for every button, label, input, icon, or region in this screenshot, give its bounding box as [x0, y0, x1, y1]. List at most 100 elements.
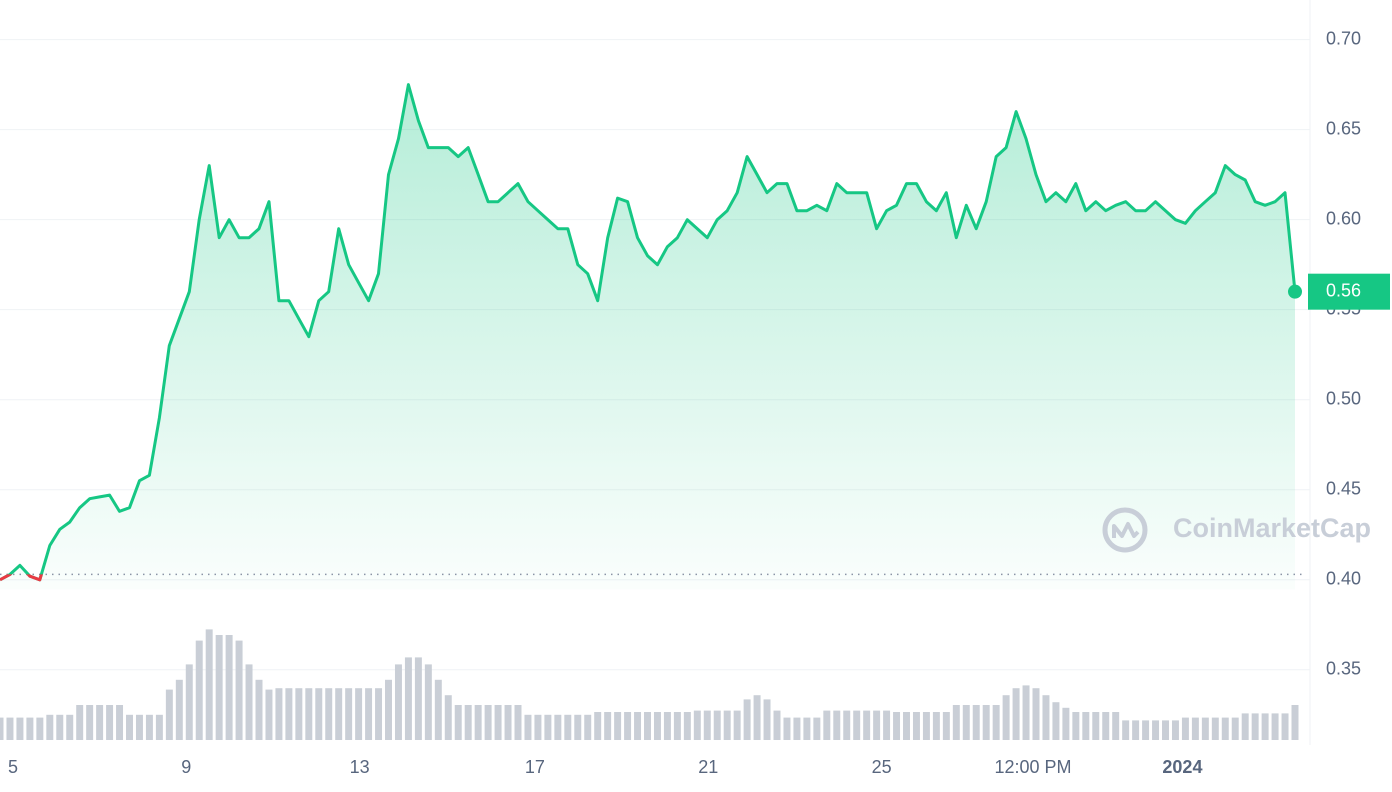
volume-bar [604, 712, 612, 740]
volume-bar [972, 705, 980, 740]
volume-bar [355, 688, 363, 740]
x-tick-label: 2024 [1162, 757, 1202, 777]
volume-bar [26, 717, 34, 740]
volume-bar [335, 688, 343, 740]
volume-bar [584, 714, 592, 740]
volume-bar [1251, 713, 1259, 740]
volume-bar [375, 688, 383, 740]
volume-bar [1002, 695, 1010, 740]
volume-bar [624, 712, 632, 740]
volume-bar [1072, 712, 1080, 740]
volume-bar [145, 714, 153, 740]
volume-bar [1191, 717, 1199, 740]
volume-bar [404, 657, 412, 740]
volume-bar [235, 640, 243, 740]
volume-bar [1162, 720, 1169, 740]
volume-bar [1201, 717, 1209, 740]
volume-bar [1052, 702, 1060, 740]
volume-bar [813, 717, 821, 740]
volume-bar [484, 705, 492, 740]
y-tick-label: 0.45 [1326, 478, 1361, 498]
x-tick-label: 25 [872, 757, 892, 777]
volume-bar [932, 712, 940, 740]
volume-bar [653, 712, 661, 740]
volume-bar [982, 705, 990, 740]
volume-bar [1122, 720, 1130, 740]
volume-bar [76, 705, 84, 740]
volume-bar [295, 688, 303, 740]
volume-bar [1102, 712, 1110, 740]
y-tick-label: 0.40 [1326, 569, 1361, 589]
x-tick-label: 9 [181, 757, 191, 777]
volume-bar [1181, 717, 1189, 740]
volume-bar [883, 710, 891, 740]
volume-bar [16, 717, 24, 740]
volume-bar [673, 712, 681, 740]
volume-bar [763, 699, 771, 740]
volume-bar [962, 705, 970, 740]
x-tick-label: 12:00 PM [994, 757, 1071, 777]
volume-bar [992, 705, 1000, 740]
volume-bar [912, 712, 920, 740]
volume-bar [464, 705, 472, 740]
watermark: CoinMarketCap [1173, 513, 1371, 543]
volume-bar [1211, 717, 1219, 740]
volume-bar [444, 695, 452, 740]
volume-bar [205, 629, 213, 740]
volume-bar [683, 712, 691, 740]
volume-bar [922, 712, 930, 740]
volume-bar [713, 710, 721, 740]
volume-bar [36, 717, 44, 740]
volume-bar [106, 705, 114, 740]
volume-bar [1042, 695, 1050, 740]
y-tick-label: 0.70 [1326, 28, 1361, 48]
last-price-tag [1308, 273, 1390, 310]
volume-bar [663, 712, 671, 740]
volume-bar [275, 688, 283, 740]
volume-bar [783, 717, 791, 740]
volume-bar [564, 714, 572, 740]
price-area [0, 84, 1295, 590]
volume-bar [385, 679, 392, 740]
volume-bar [893, 712, 901, 740]
volume-bar [743, 699, 751, 740]
volume-bar [1152, 720, 1160, 740]
volume-bar [1132, 720, 1140, 740]
volume-bar [454, 705, 462, 740]
y-tick-label: 0.50 [1326, 388, 1361, 408]
volume-bar [414, 657, 422, 740]
volume-bar [733, 710, 741, 740]
volume-bar [56, 714, 64, 740]
volume-bar [86, 705, 94, 740]
last-price-dot [1288, 284, 1302, 299]
volume-bar [285, 688, 293, 740]
y-tick-label: 0.65 [1326, 118, 1361, 138]
volume-bar [524, 714, 532, 740]
volume-bar [903, 712, 910, 740]
volume-bar [0, 717, 4, 740]
volume-bar [723, 710, 731, 740]
volume-bar [1291, 705, 1299, 740]
volume-bar [574, 714, 582, 740]
volume-bar [96, 705, 104, 740]
volume-bar [773, 710, 781, 740]
volume-bar [753, 695, 761, 740]
volume-bar [843, 710, 851, 740]
volume-bar [165, 689, 173, 740]
volume-bar [793, 717, 801, 740]
volume-bar [434, 679, 442, 740]
y-tick-label: 0.60 [1326, 208, 1361, 228]
volume-bar [225, 635, 233, 740]
x-tick-label: 5 [8, 757, 18, 777]
volume-bar [942, 712, 950, 740]
volume-bar [245, 664, 253, 740]
volume-bar [1231, 717, 1239, 740]
volume-bar [494, 705, 502, 740]
volume-bar [135, 714, 143, 740]
volume-bar [1032, 688, 1040, 740]
volume-bar [703, 710, 711, 740]
volume-bar [614, 712, 622, 740]
volume-bar [6, 717, 14, 740]
volume-bar [116, 705, 124, 740]
volume-bar [46, 714, 54, 740]
